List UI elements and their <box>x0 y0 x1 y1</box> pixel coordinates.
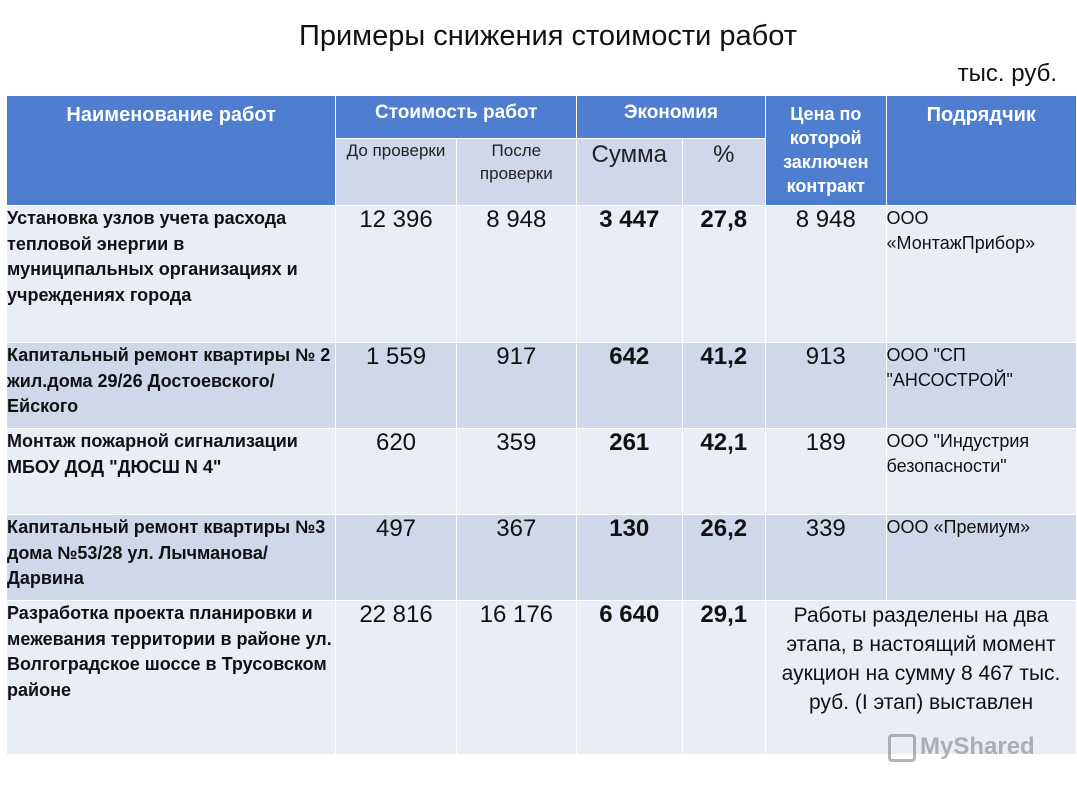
row-after: 359 <box>455 428 577 515</box>
row-contractor: ООО "СП "АНСОСТРОЙ" <box>885 342 1077 429</box>
row-percent: 27,8 <box>681 205 767 343</box>
row-before: 22 816 <box>335 600 457 755</box>
header-cost: Стоимость работ <box>335 95 577 139</box>
row-sum: 642 <box>575 342 683 429</box>
row-name: Капитальный ремонт квартиры № 2 жил.дома… <box>5 342 337 429</box>
watermark-text: MyShared <box>920 733 1035 760</box>
row-sum: 130 <box>575 514 683 601</box>
watermark: MyShared <box>888 733 1035 762</box>
row-price: 913 <box>765 342 887 429</box>
table-row: Монтаж пожарной сигнализации МБОУ ДОД "Д… <box>5 428 1077 515</box>
row-before: 1 559 <box>335 342 457 429</box>
header-contractor: Подрядчик <box>885 95 1077 206</box>
row-percent: 29,1 <box>681 600 767 755</box>
row-contractor: ООО "Индустрия безопасности" <box>885 428 1077 515</box>
row-after: 367 <box>455 514 577 601</box>
table-row: Капитальный ремонт квартиры №3 дома №53/… <box>5 514 1077 601</box>
header-sum: Сумма <box>575 138 683 206</box>
table-row: Установка узлов учета расхода тепловой э… <box>5 205 1077 343</box>
row-percent: 26,2 <box>681 514 767 601</box>
cost-reduction-table: Наименование работ Стоимость работ Эконо… <box>5 95 1077 755</box>
row-contractor: ООО «Премиум» <box>885 514 1077 601</box>
row-name: Монтаж пожарной сигнализации МБОУ ДОД "Д… <box>5 428 337 515</box>
row-before: 497 <box>335 514 457 601</box>
header-name: Наименование работ <box>5 95 337 206</box>
table-row: Капитальный ремонт квартиры № 2 жил.дома… <box>5 342 1077 429</box>
row-name: Капитальный ремонт квартиры №3 дома №53/… <box>5 514 337 601</box>
row-after: 8 948 <box>455 205 577 343</box>
row-sum: 261 <box>575 428 683 515</box>
row-before: 12 396 <box>335 205 457 343</box>
units-label: тыс. руб. <box>957 60 1057 87</box>
row-price: 189 <box>765 428 887 515</box>
row-after: 917 <box>455 342 577 429</box>
row-contractor: ООО «МонтажПрибор» <box>885 205 1077 343</box>
row-price: 339 <box>765 514 887 601</box>
row-after: 16 176 <box>455 600 577 755</box>
page-title: Примеры снижения стоимости работ <box>298 20 797 52</box>
header-before: До проверки <box>335 138 457 206</box>
row-note: Работы разделены на два этапа, в настоящ… <box>765 600 1077 755</box>
row-percent: 42,1 <box>681 428 767 515</box>
header-price: Цена по которой заключен контракт <box>765 95 887 206</box>
header-after: После проверки <box>455 138 577 206</box>
header-percent: % <box>681 138 767 206</box>
row-price: 8 948 <box>765 205 887 343</box>
header-savings: Экономия <box>575 95 767 139</box>
table-row: Разработка проекта планировки и межевани… <box>5 600 1077 755</box>
row-name: Установка узлов учета расхода тепловой э… <box>5 205 337 343</box>
row-sum: 3 447 <box>575 205 683 343</box>
watermark-icon <box>888 733 916 762</box>
row-percent: 41,2 <box>681 342 767 429</box>
row-sum: 6 640 <box>575 600 683 755</box>
row-name: Разработка проекта планировки и межевани… <box>5 600 337 755</box>
row-before: 620 <box>335 428 457 515</box>
